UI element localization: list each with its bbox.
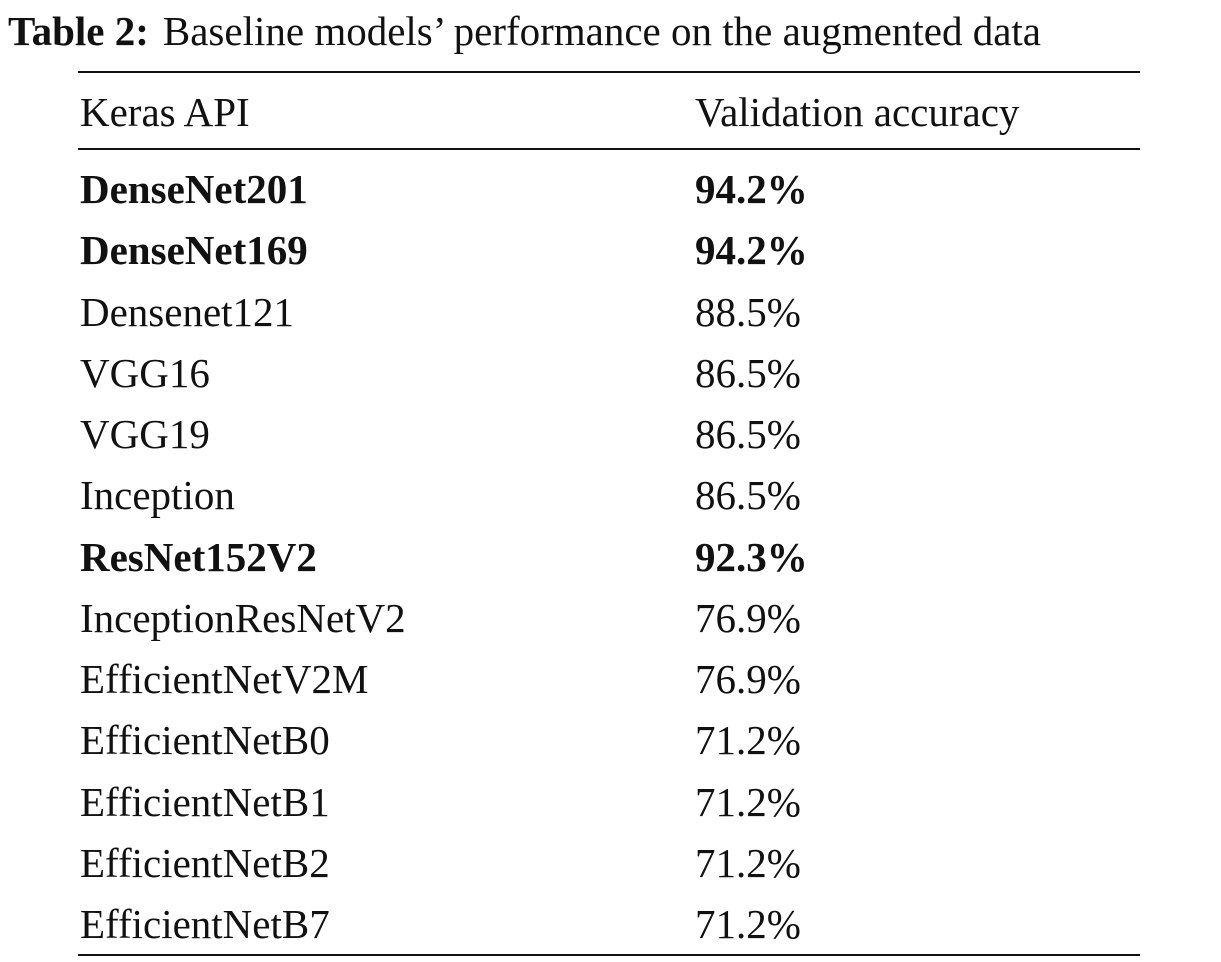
accuracy-cell: 71.2% xyxy=(695,717,801,764)
model-cell: EfficientNetB2 xyxy=(80,839,330,886)
header-cell: Keras API xyxy=(80,89,250,135)
caption-text: Baseline models’ performance on the augm… xyxy=(162,8,1042,54)
accuracy-cell: 94.2% xyxy=(695,227,808,274)
header-cell: Validation accuracy xyxy=(695,89,1020,135)
model-cell: VGG19 xyxy=(80,411,210,457)
accuracy-cell: 94.2% xyxy=(695,166,808,212)
caption-label: Table 2: xyxy=(8,8,149,54)
accuracy-cell: 86.5% xyxy=(695,349,801,396)
top-rule xyxy=(78,71,1140,73)
bottom-rule xyxy=(78,954,1140,956)
accuracy-cell: 88.5% xyxy=(695,288,801,335)
model-cell: VGG16 xyxy=(80,349,210,396)
model-cell: Densenet121 xyxy=(80,288,295,335)
model-cell: EfficientNetV2M xyxy=(80,656,369,702)
accuracy-cell: 71.2% xyxy=(695,839,801,886)
model-cell: EfficientNetB0 xyxy=(80,717,330,764)
accuracy-cell: 71.2% xyxy=(695,778,801,825)
model-cell: EfficientNetB1 xyxy=(80,778,330,825)
header-rule xyxy=(78,148,1140,150)
model-cell: DenseNet169 xyxy=(80,227,308,274)
accuracy-cell: 76.9% xyxy=(695,594,801,641)
accuracy-cell: 71.2% xyxy=(695,901,801,947)
model-cell: DenseNet201 xyxy=(80,166,308,212)
accuracy-cell: 86.5% xyxy=(695,411,801,457)
model-cell: Inception xyxy=(80,472,235,519)
accuracy-cell: 92.3% xyxy=(695,533,808,580)
model-cell: EfficientNetB7 xyxy=(80,901,330,947)
table-caption: Table 2: Baseline models’ performance on … xyxy=(8,8,1041,54)
model-cell: InceptionResNetV2 xyxy=(80,594,406,641)
model-cell: ResNet152V2 xyxy=(80,533,317,580)
accuracy-cell: 86.5% xyxy=(695,472,801,519)
accuracy-cell: 76.9% xyxy=(695,656,801,702)
